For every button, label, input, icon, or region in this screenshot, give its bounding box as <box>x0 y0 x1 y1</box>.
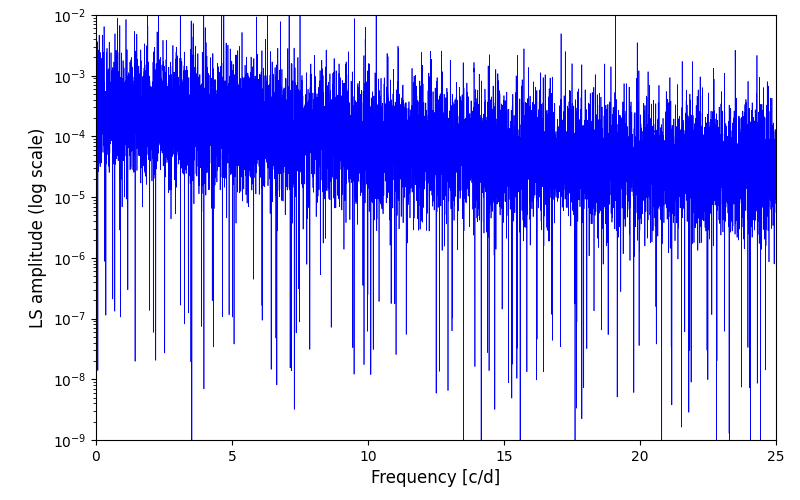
X-axis label: Frequency [c/d]: Frequency [c/d] <box>371 470 501 488</box>
Y-axis label: LS amplitude (log scale): LS amplitude (log scale) <box>30 128 47 328</box>
